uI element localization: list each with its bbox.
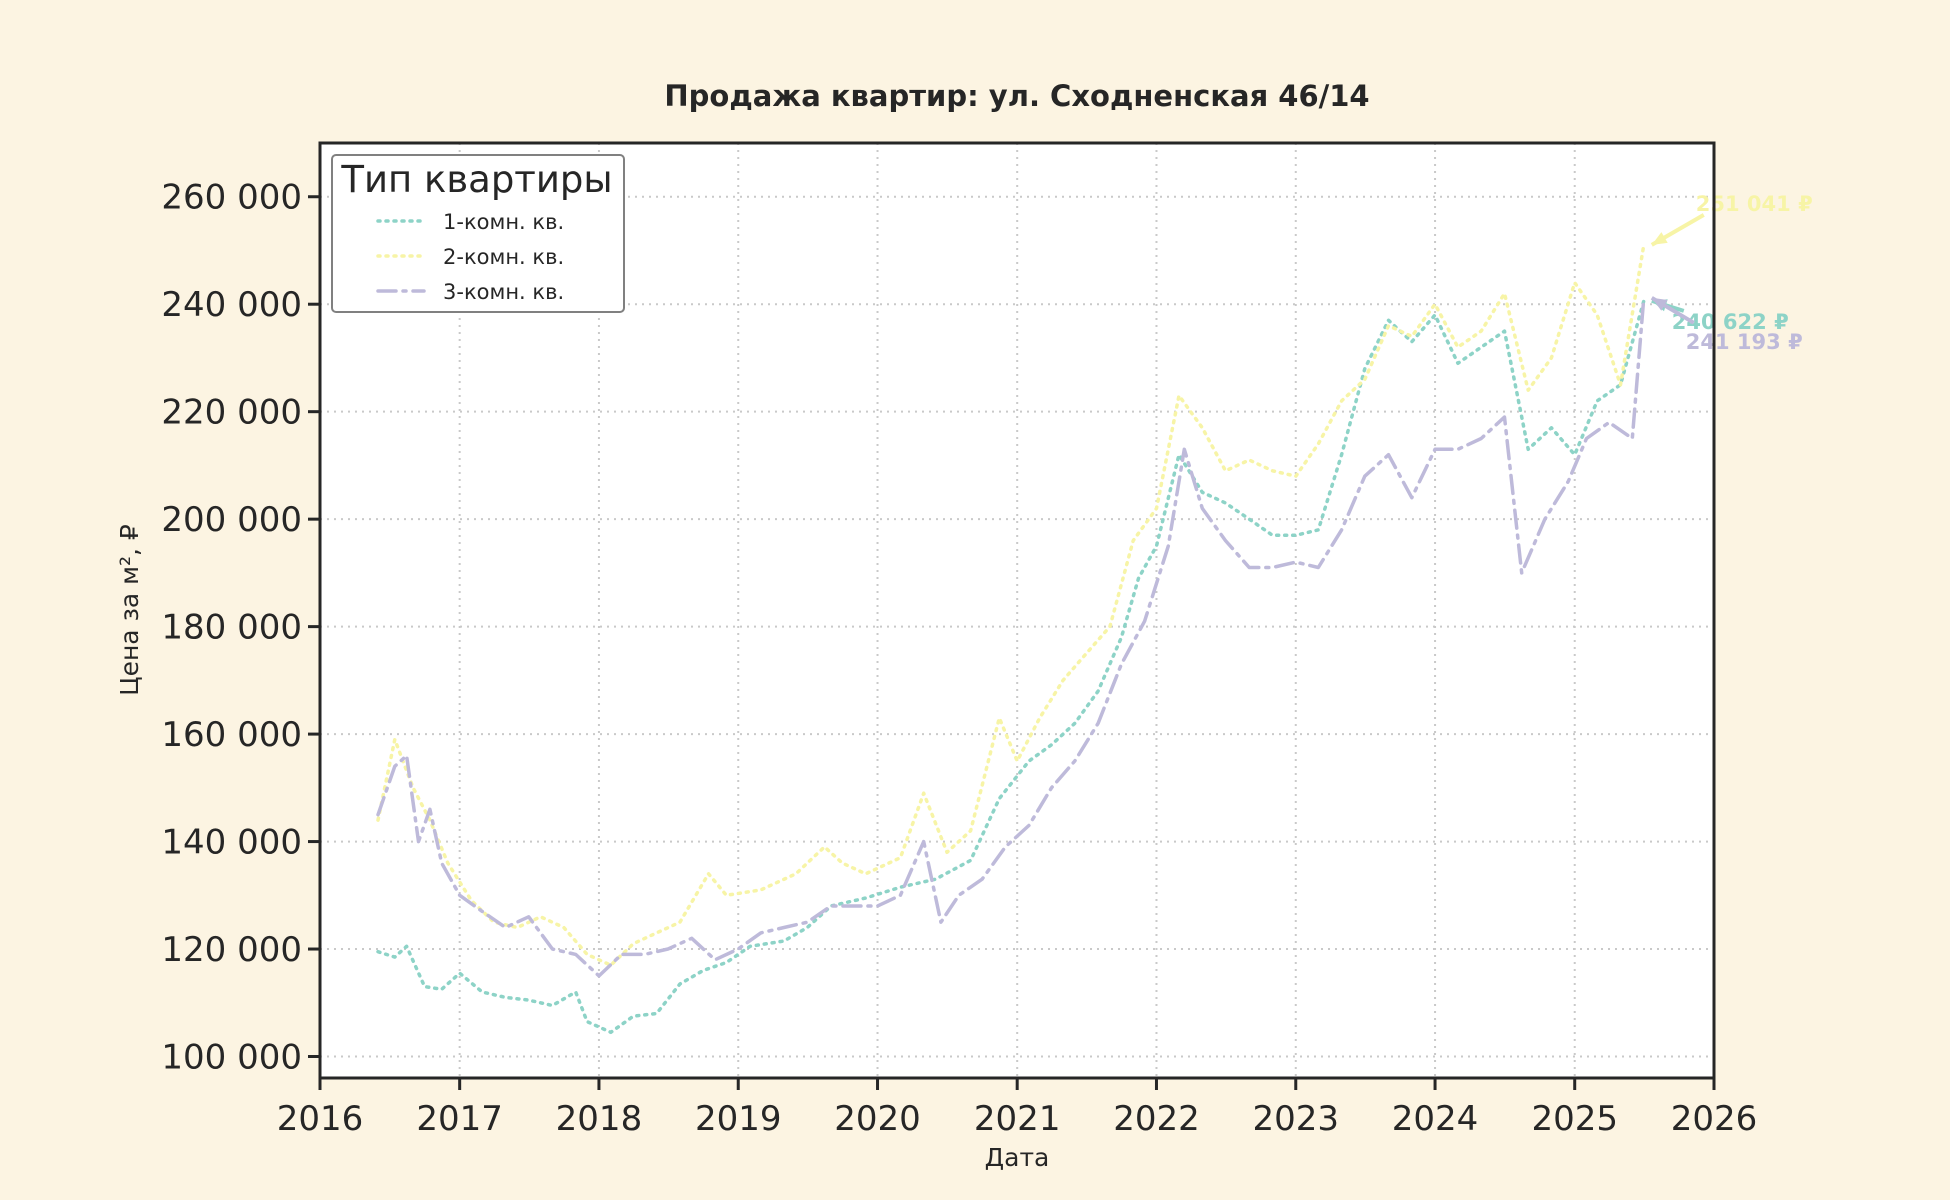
y-axis-label: Цена за м², ₽ (115, 524, 144, 696)
x-tick-label: 2017 (416, 1099, 503, 1139)
annotations: 251 041 ₽240 622 ₽241 193 ₽ (1650, 192, 1813, 354)
series-lines (376, 243, 1646, 1035)
legend: Тип квартиры 1-комн. кв. 2-комн. кв. 3-ком… (331, 154, 625, 313)
x-tick-label: 2026 (1671, 1099, 1758, 1139)
y-axis: 100 000 120 000 140 000 160 000 180 000 200 0… (161, 178, 320, 1078)
y-tick-label: 120 000 (161, 930, 302, 970)
x-tick-label: 2018 (556, 1099, 643, 1139)
legend-label-2: 2-комн. кв. (443, 245, 564, 269)
annotation-arrowhead (1651, 297, 1668, 311)
series-line-3 (376, 296, 1646, 978)
y-tick-label: 160 000 (161, 715, 302, 755)
y-tick-label: 200 000 (161, 500, 302, 540)
x-tick-label: 2023 (1252, 1099, 1339, 1139)
legend-box (331, 154, 625, 313)
y-tick-label: 220 000 (161, 393, 302, 433)
legend-label-3: 3-комн. кв. (443, 280, 564, 304)
series-line-1 (376, 299, 1646, 1035)
legend-label-1: 1-комн. кв. (443, 210, 564, 234)
series-line-2 (376, 243, 1646, 967)
x-tick-label: 2024 (1392, 1099, 1479, 1139)
x-tick-label: 2016 (277, 1099, 364, 1139)
annotation-arrowhead (1651, 232, 1668, 245)
chart-title: Продажа квартир: ул. Сходненская 46/14 (664, 79, 1369, 113)
y-tick-label: 180 000 (161, 608, 302, 648)
x-tick-label: 2020 (834, 1099, 921, 1139)
x-axis-label: Дата (985, 1143, 1050, 1172)
legend-title: Тип квартиры (340, 158, 612, 201)
x-tick-label: 2022 (1113, 1099, 1200, 1139)
x-tick-label: 2019 (695, 1099, 782, 1139)
x-tick-label: 2025 (1531, 1099, 1618, 1139)
annotation-label: 241 193 ₽ (1686, 330, 1803, 354)
y-tick-label: 100 000 (161, 1038, 302, 1078)
y-tick-label: 140 000 (161, 823, 302, 863)
x-tick-label: 2021 (974, 1099, 1061, 1139)
y-tick-label: 260 000 (161, 178, 302, 218)
x-axis: 2016 2017 2018 2019 2020 2021 2022 2023 2024 2025… (277, 1078, 1758, 1139)
y-tick-label: 240 000 (161, 285, 302, 325)
